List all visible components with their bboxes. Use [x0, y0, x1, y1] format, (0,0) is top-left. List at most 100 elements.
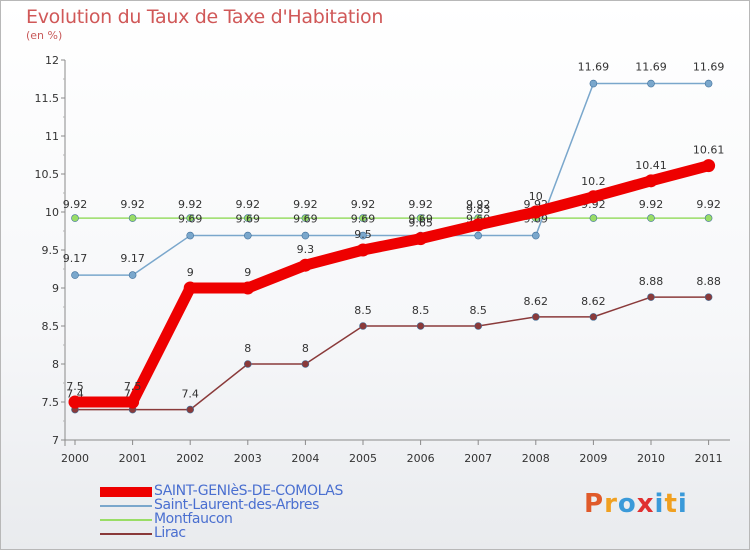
proxiti-logo: Proxiti	[584, 489, 688, 519]
x-tick-label: 2011	[695, 452, 723, 465]
data-label: 9.69	[351, 213, 376, 226]
data-point	[647, 214, 655, 222]
data-label: 10	[529, 190, 543, 203]
y-tick-label: 7	[52, 434, 59, 447]
data-point	[301, 214, 310, 222]
logo-letter: P	[584, 489, 605, 519]
data-point	[186, 214, 194, 222]
data-label: 7.5	[66, 380, 84, 393]
series-line	[69, 160, 715, 408]
y-tick-label: 10.5	[35, 168, 60, 181]
data-point	[359, 322, 367, 330]
logo-letter: t	[664, 489, 678, 519]
y-tick-label: 7.5	[42, 396, 60, 409]
legend-label: Saint-Laurent-des-Arbres	[154, 497, 320, 513]
legend-label: Lirac	[154, 525, 186, 541]
series-line	[74, 296, 710, 411]
series-line	[74, 82, 710, 276]
data-label: 8.62	[524, 295, 549, 308]
chart-subtitle: (en %)	[26, 29, 63, 42]
data-label: 9.92	[63, 198, 88, 211]
data-label: 11.69	[693, 61, 725, 74]
data-point	[647, 293, 655, 301]
data-point	[531, 231, 540, 240]
x-tick-label: 2009	[579, 452, 607, 465]
data-point	[529, 205, 543, 219]
data-point	[414, 232, 428, 246]
x-tick-label: 2005	[349, 452, 377, 465]
data-label: 9.92	[351, 198, 376, 211]
x-tick-label: 2003	[234, 452, 262, 465]
legend-label: SAINT-GENIèS-DE-COMOLAS	[154, 483, 343, 499]
data-label: 9.69	[178, 213, 203, 226]
data-label: 9	[244, 266, 251, 279]
data-label: 10.41	[635, 159, 667, 172]
legend-swatch	[100, 533, 152, 535]
data-label: 9.92	[696, 198, 721, 211]
data-label: 8.5	[412, 304, 430, 317]
y-tick-label: 10	[45, 206, 59, 219]
data-label: 8	[302, 342, 309, 355]
y-tick-label: 11	[45, 130, 59, 143]
data-point	[471, 218, 485, 232]
data-point	[474, 231, 483, 240]
y-tick-label: 9.5	[42, 244, 60, 257]
data-point	[183, 281, 197, 295]
data-point	[128, 271, 137, 279]
x-tick-label: 2006	[407, 452, 435, 465]
data-label: 10.61	[693, 144, 725, 157]
x-tick-label: 2002	[176, 452, 204, 465]
data-point	[356, 243, 370, 257]
data-label: 8.62	[581, 295, 606, 308]
data-point	[241, 281, 255, 295]
data-point	[647, 79, 655, 88]
data-label: 9.92	[120, 198, 145, 211]
data-label: 9.65	[408, 217, 433, 230]
data-label: 9.92	[639, 198, 664, 211]
data-point	[586, 190, 600, 204]
data-point	[416, 322, 425, 330]
data-point	[474, 322, 483, 330]
data-label: 9.3	[297, 243, 315, 256]
data-point	[186, 231, 194, 240]
data-label: 9.69	[236, 213, 261, 226]
data-point	[71, 214, 79, 222]
data-label: 9.92	[293, 198, 318, 211]
data-label: 8.88	[696, 275, 721, 288]
x-tick-label: 2000	[61, 452, 89, 465]
data-label: 7.5	[124, 380, 142, 393]
data-point	[589, 214, 598, 222]
data-label: 8.88	[639, 275, 664, 288]
data-label: 9.69	[408, 213, 433, 226]
data-label: 8	[244, 342, 251, 355]
data-point	[301, 360, 310, 368]
legend-label: Montfaucon	[154, 511, 233, 527]
y-tick-label: 11.5	[35, 92, 60, 105]
data-point	[589, 313, 598, 321]
data-label: 11.69	[635, 61, 667, 74]
data-label: 9.17	[120, 252, 145, 265]
data-point	[128, 214, 137, 222]
data-label: 10.2	[581, 175, 606, 188]
x-tick-label: 2004	[291, 452, 319, 465]
x-tick-label: 2010	[637, 452, 665, 465]
data-label: 9.83	[466, 203, 491, 216]
logo-letter: x	[636, 489, 655, 519]
data-point	[186, 405, 194, 414]
y-tick-label: 8	[52, 358, 59, 371]
data-point	[359, 231, 367, 240]
legend-swatch	[100, 519, 152, 521]
legend-swatch	[100, 487, 152, 497]
data-label: 11.69	[578, 61, 610, 74]
y-tick-label: 8.5	[42, 320, 60, 333]
data-point	[68, 395, 82, 409]
data-label: 9.69	[293, 213, 318, 226]
data-point	[704, 214, 713, 222]
data-point	[644, 174, 658, 188]
x-tick-label: 2001	[119, 452, 147, 465]
data-point	[244, 360, 252, 368]
series-montfaucon: 9.92 9.92 9.92 9.92 9.92 9.92 9.92 9.92 9.92 9.92…	[63, 198, 721, 222]
legend-swatch	[100, 505, 152, 507]
data-label: 9.92	[408, 198, 433, 211]
